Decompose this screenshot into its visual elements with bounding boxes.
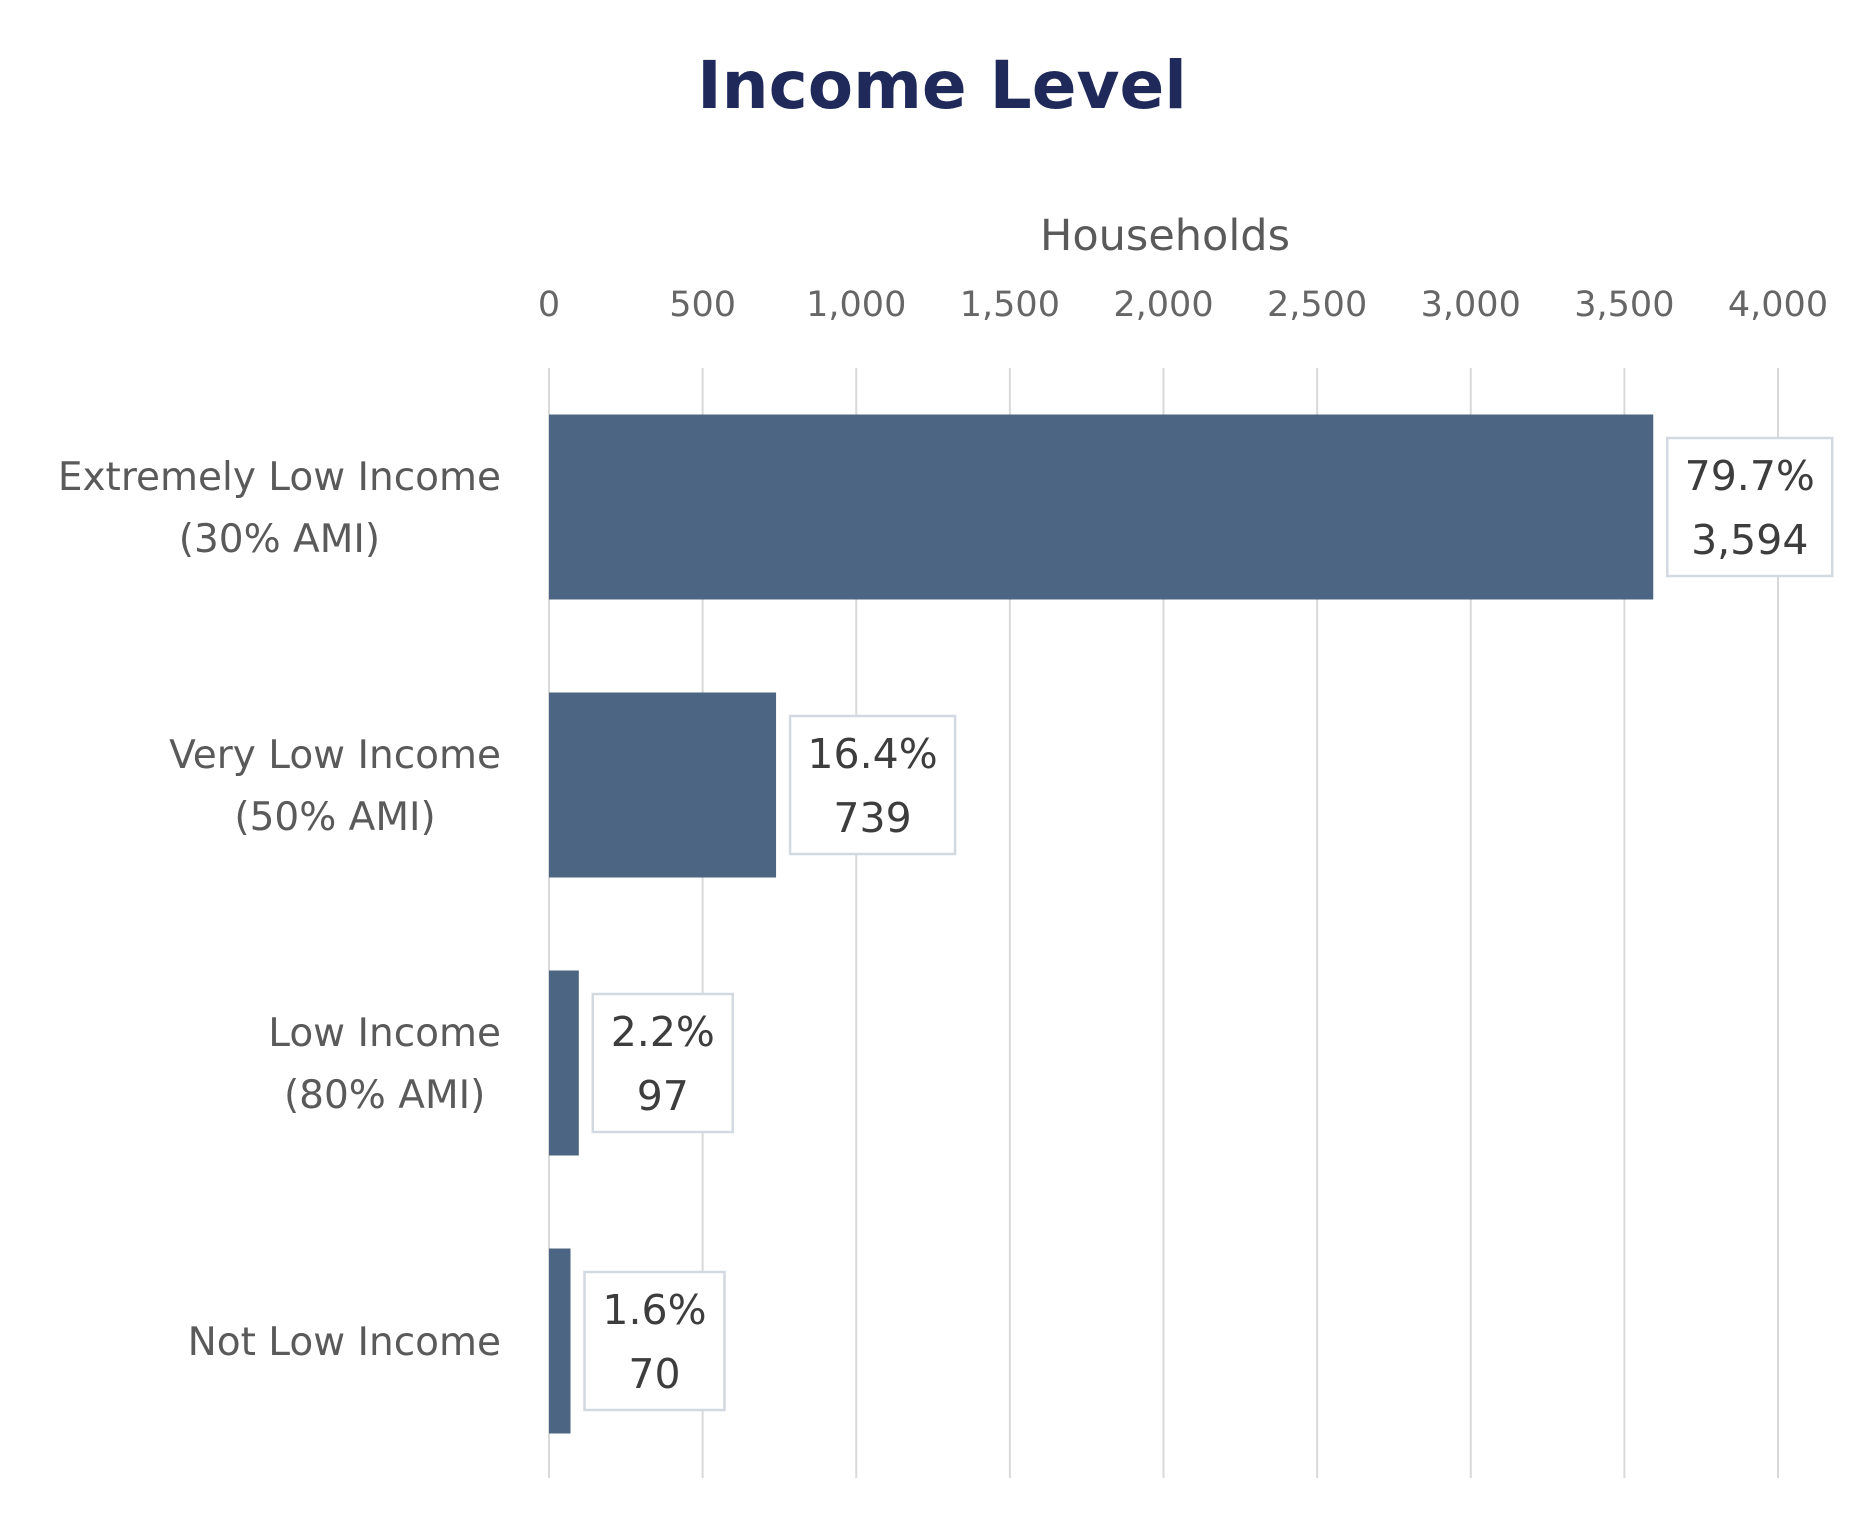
category-label-line: Not Low Income [188, 1320, 501, 1365]
x-axis-ticks: 0 500 1,000 1,500 2,000 2,500 3,000 3,500 4,000 [538, 285, 1828, 325]
x-tick-label: 500 [669, 285, 736, 325]
category-label-line: Very Low Income [169, 733, 501, 778]
bar [549, 692, 777, 878]
data-label-percent: 79.7% [1685, 452, 1815, 500]
category-label-line: (50% AMI) [234, 795, 435, 840]
category-label-line: Extremely Low Income [58, 455, 501, 500]
category-label: Not Low Income [188, 1320, 501, 1365]
data-label-count: 739 [833, 794, 911, 842]
data-label-box [788, 714, 957, 856]
x-tick-label: 1,000 [806, 285, 906, 325]
x-tick-label: 1,500 [960, 285, 1060, 325]
x-tick-label: 3,500 [1574, 285, 1674, 325]
category-labels: Extremely Low Income (30% AMI) Very Low In… [58, 455, 501, 1365]
bar [549, 970, 579, 1156]
x-axis-title: Households [1040, 211, 1290, 261]
data-label-count: 97 [637, 1072, 689, 1120]
data-label-percent: 2.2% [611, 1008, 715, 1056]
bars [549, 414, 1654, 1434]
data-labels: 79.7% 3,594 16.4% 739 2.2% 97 1.6% 70 [583, 436, 1834, 1412]
bar [549, 414, 1654, 600]
data-label-box [583, 1270, 726, 1412]
data-label-box [591, 992, 735, 1134]
category-label: Extremely Low Income (30% AMI) [58, 455, 501, 562]
category-label: Very Low Income (50% AMI) [169, 733, 501, 840]
x-tick-label: 0 [538, 285, 560, 325]
x-tick-label: 3,000 [1421, 285, 1521, 325]
data-label-box [1666, 436, 1834, 578]
x-tick-label: 2,000 [1113, 285, 1213, 325]
bar [549, 1248, 571, 1434]
chart-title: Income Level [697, 47, 1187, 124]
category-label-line: Low Income [268, 1011, 501, 1056]
data-label-percent: 16.4% [807, 730, 937, 778]
data-label-percent: 1.6% [602, 1286, 706, 1334]
category-label-line: (30% AMI) [179, 517, 380, 562]
x-tick-label: 4,000 [1728, 285, 1828, 325]
category-label: Low Income (80% AMI) [268, 1011, 501, 1118]
data-label-count: 3,594 [1691, 516, 1808, 564]
x-tick-label: 2,500 [1267, 285, 1367, 325]
data-label-count: 70 [628, 1350, 680, 1398]
category-label-line: (80% AMI) [284, 1073, 485, 1118]
